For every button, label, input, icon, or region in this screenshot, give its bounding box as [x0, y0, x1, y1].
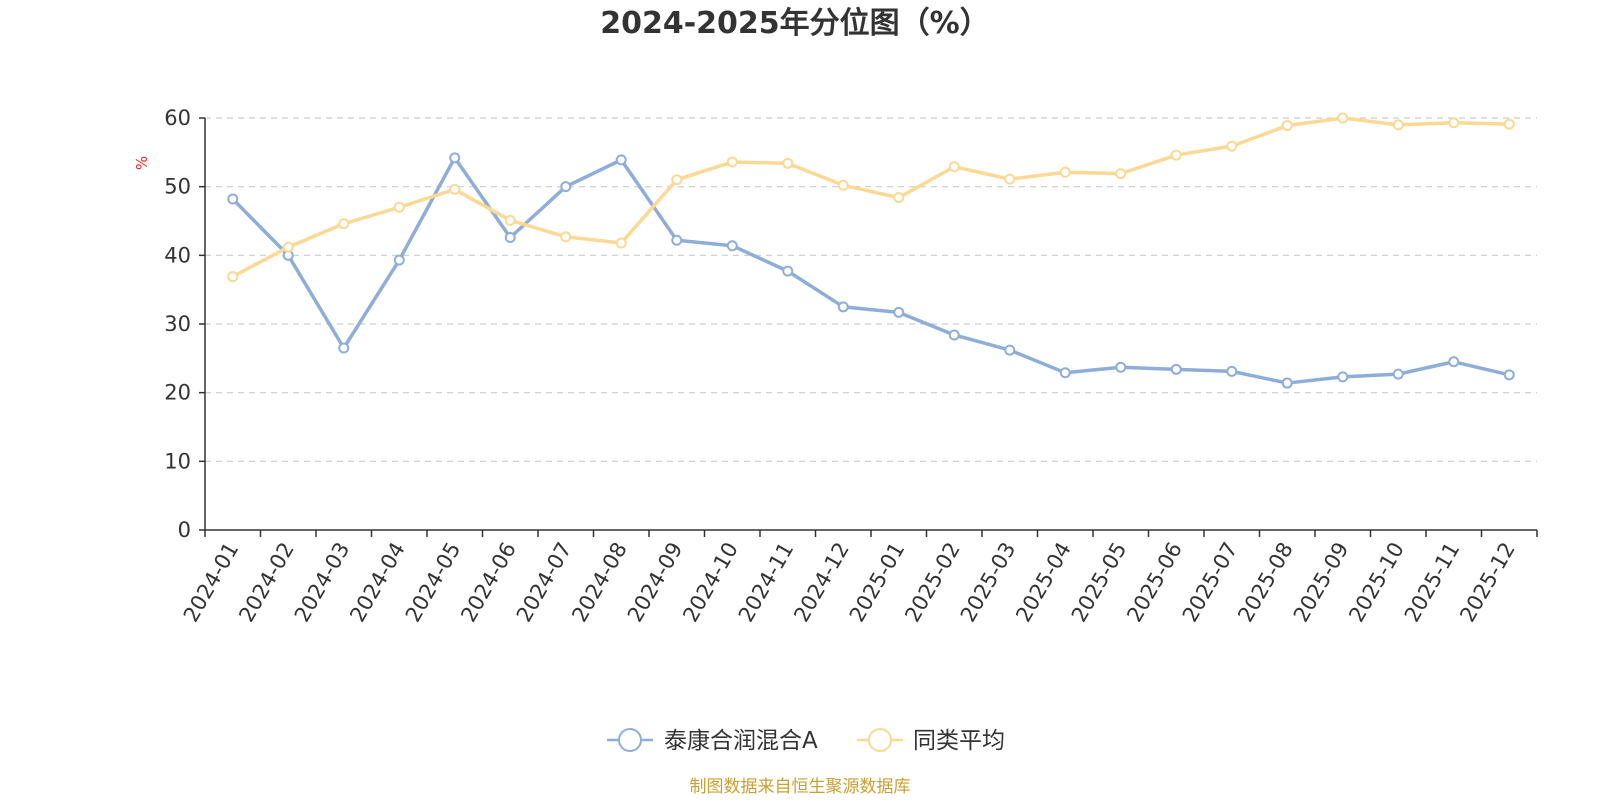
x-tick-label: 2025-07 — [1178, 538, 1243, 626]
data-point[interactable] — [282, 241, 294, 253]
data-point[interactable] — [893, 192, 905, 204]
data-point[interactable] — [504, 214, 516, 226]
data-point[interactable] — [1503, 118, 1515, 130]
data-point[interactable] — [1115, 168, 1127, 180]
data-point[interactable] — [227, 193, 239, 205]
data-point[interactable] — [338, 218, 350, 230]
series-0 — [227, 152, 1515, 389]
x-tick-label: 2025-08 — [1233, 538, 1298, 626]
data-point[interactable] — [837, 301, 849, 313]
data-point[interactable] — [1115, 361, 1127, 373]
data-point[interactable] — [671, 174, 683, 186]
data-point[interactable] — [671, 234, 683, 246]
x-tick-label: 2024-02 — [234, 538, 299, 626]
data-point[interactable] — [1170, 149, 1182, 161]
y-axis-unit: % — [133, 156, 151, 170]
x-tick-label: 2024-06 — [456, 538, 521, 626]
data-point[interactable] — [560, 181, 572, 193]
x-tick-label: 2024-01 — [179, 538, 244, 626]
data-point[interactable] — [615, 154, 627, 166]
legend[interactable]: 泰康合润混合A 同类平均 — [607, 728, 1005, 754]
x-tick-label: 2024-05 — [401, 538, 466, 626]
data-point[interactable] — [393, 254, 405, 266]
x-tick-label: 2025-12 — [1455, 538, 1520, 626]
data-point[interactable] — [1004, 344, 1016, 356]
data-point[interactable] — [338, 342, 350, 354]
x-tick-label: 2025-03 — [956, 538, 1021, 626]
data-point[interactable] — [1392, 368, 1404, 380]
grid-lines — [205, 117, 1537, 462]
y-tick-label: 50 — [164, 175, 191, 199]
legend-label: 同类平均 — [913, 728, 1005, 754]
data-point[interactable] — [726, 156, 738, 168]
legend-item-0[interactable]: 泰康合润混合A — [607, 728, 818, 754]
data-point[interactable] — [1448, 117, 1460, 129]
x-tick-label: 2025-01 — [845, 538, 910, 626]
data-point[interactable] — [615, 237, 627, 249]
x-axis-ticks: 2024-012024-022024-032024-042024-052024-… — [179, 530, 1538, 626]
x-tick-label: 2025-04 — [1011, 538, 1076, 626]
y-tick-label: 0 — [178, 518, 191, 542]
data-point[interactable] — [1337, 371, 1349, 383]
data-point[interactable] — [393, 201, 405, 213]
series-line-1 — [231, 116, 1511, 279]
y-axis-ticks: 0 10 20 30 40 50 60 — [164, 106, 205, 542]
chart-title: 2024-2025年分位图（%） — [600, 6, 990, 41]
x-tick-label: 2024-11 — [734, 538, 799, 626]
data-point[interactable] — [1503, 369, 1515, 381]
data-point[interactable] — [504, 231, 516, 243]
data-point[interactable] — [893, 306, 905, 318]
legend-marker — [618, 728, 642, 752]
data-point[interactable] — [1170, 363, 1182, 375]
series-line-0 — [231, 156, 1511, 385]
data-point[interactable] — [449, 183, 461, 195]
y-tick-label: 60 — [164, 106, 191, 130]
x-tick-label: 2024-12 — [789, 538, 854, 626]
y-tick-label: 20 — [164, 381, 191, 405]
x-tick-label: 2024-08 — [567, 538, 632, 626]
x-tick-label: 2024-10 — [678, 538, 743, 626]
legend-marker — [868, 728, 892, 752]
x-tick-label: 2025-11 — [1400, 538, 1465, 626]
data-point[interactable] — [449, 152, 461, 164]
data-point[interactable] — [560, 231, 572, 243]
data-point[interactable] — [948, 329, 960, 341]
x-tick-label: 2025-09 — [1289, 538, 1354, 626]
x-tick-label: 2024-04 — [345, 538, 410, 626]
data-point[interactable] — [1059, 367, 1071, 379]
data-point[interactable] — [837, 179, 849, 191]
series-group — [227, 112, 1515, 389]
data-point[interactable] — [1226, 365, 1238, 377]
x-tick-label: 2025-06 — [1122, 538, 1187, 626]
data-point[interactable] — [1392, 119, 1404, 131]
legend-label: 泰康合润混合A — [664, 728, 818, 754]
data-point[interactable] — [227, 271, 239, 283]
x-tick-label: 2024-07 — [512, 538, 577, 626]
x-tick-label: 2025-02 — [900, 538, 965, 626]
x-tick-label: 2025-10 — [1344, 538, 1409, 626]
source-note: 制图数据来自恒生聚源数据库 — [690, 777, 911, 797]
data-point[interactable] — [1004, 173, 1016, 185]
data-point[interactable] — [1226, 140, 1238, 152]
data-point[interactable] — [1337, 112, 1349, 124]
data-point[interactable] — [1281, 377, 1293, 389]
data-point[interactable] — [948, 161, 960, 173]
x-tick-label: 2025-05 — [1067, 538, 1132, 626]
y-tick-label: 30 — [164, 312, 191, 336]
y-tick-label: 10 — [164, 449, 191, 473]
data-point[interactable] — [1059, 166, 1071, 178]
data-point[interactable] — [782, 157, 794, 169]
data-point[interactable] — [726, 240, 738, 252]
data-point[interactable] — [782, 265, 794, 277]
legend-item-1[interactable]: 同类平均 — [857, 728, 1005, 754]
y-tick-label: 40 — [164, 243, 191, 267]
data-point[interactable] — [1281, 120, 1293, 132]
series-1 — [227, 112, 1515, 283]
x-tick-label: 2024-03 — [290, 538, 355, 626]
data-point[interactable] — [1448, 356, 1460, 368]
x-tick-label: 2024-09 — [623, 538, 688, 626]
